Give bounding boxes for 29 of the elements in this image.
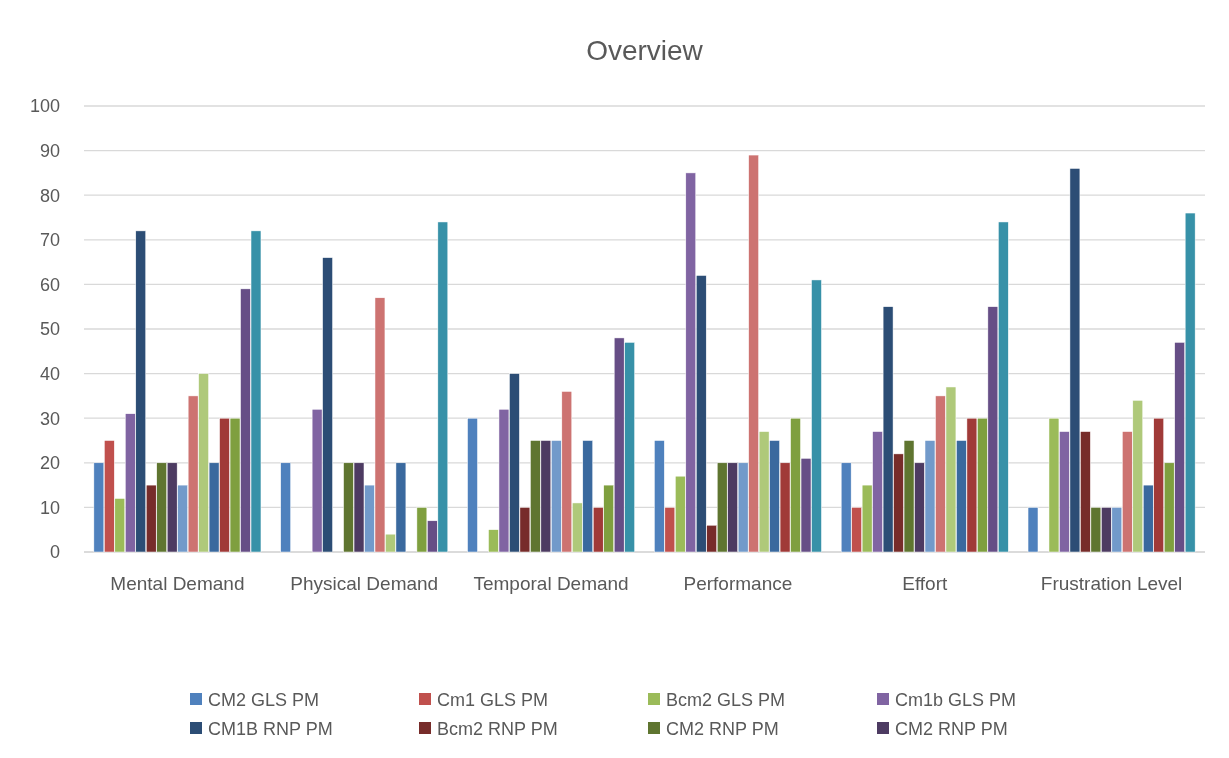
y-tick-label: 30 — [39, 408, 60, 429]
legend-label: Bcm2 RNP PM — [437, 719, 558, 740]
x-tick-label: Performance — [683, 573, 793, 594]
bar — [467, 417, 478, 553]
bar — [280, 462, 291, 553]
y-tick-label: 0 — [49, 542, 60, 563]
x-tick-label: Temporal Demand — [473, 573, 629, 594]
x-tick-label: Frustration Level — [1040, 573, 1183, 594]
legend-label: CM1B RNP PM — [208, 719, 333, 740]
legend-label: Cm1b GLS PM — [895, 690, 1017, 711]
bar — [1027, 507, 1039, 553]
y-tick-label: 100 — [29, 96, 60, 117]
y-tick-label: 90 — [39, 140, 60, 161]
y-tick-label: 60 — [39, 274, 60, 295]
x-tick-label: Mental Demand — [110, 573, 245, 594]
y-tick-label: 20 — [39, 453, 60, 474]
y-tick-label: 70 — [39, 230, 60, 251]
legend-label: Cm1 GLS PM — [437, 690, 549, 711]
legend-label: CM2 RNP PM — [895, 719, 1008, 740]
y-tick-label: 10 — [39, 497, 60, 518]
chart-title: Overview — [586, 35, 704, 66]
y-tick-label: 40 — [39, 363, 60, 384]
x-tick-label: Physical Demand — [290, 573, 439, 594]
x-tick-label: Effort — [902, 573, 948, 594]
legend-label: Bcm2 GLS PM — [666, 690, 786, 711]
y-tick-label: 80 — [39, 185, 60, 206]
legend-label: CM2 GLS PM — [208, 690, 320, 711]
legend-label: CM2 RNP PM — [666, 719, 779, 740]
y-tick-label: 50 — [39, 319, 60, 340]
